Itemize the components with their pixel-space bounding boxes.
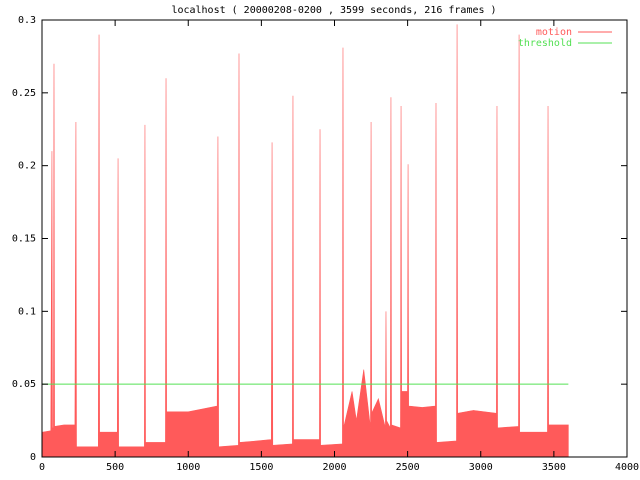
y-tick-label: 0.15	[12, 234, 36, 245]
x-tick-label: 4000	[615, 462, 639, 473]
legend-label: motion	[536, 27, 572, 38]
area	[41, 24, 569, 458]
x-tick-label: 0	[39, 462, 45, 473]
plot-frame	[41, 19, 628, 458]
y-tick-label: 0	[30, 452, 36, 463]
x-tick-label: 2000	[322, 462, 346, 473]
y-tick-label: 0.3	[18, 15, 36, 26]
y-tick-label: 0.2	[18, 161, 36, 172]
y-tick-label: 0.05	[12, 379, 36, 390]
x-tick-label: 3000	[469, 462, 493, 473]
legend-label: threshold	[518, 38, 572, 49]
x-tick-label: 3500	[542, 462, 566, 473]
x-tick-label: 1000	[176, 462, 200, 473]
chart-title: localhost ( 20000208-0200 , 3599 seconds…	[171, 5, 496, 16]
y-tick-label: 0.1	[18, 306, 36, 317]
x-tick-label: 2500	[396, 462, 420, 473]
y-tick-label: 0.25	[12, 88, 36, 99]
x-tick-label: 1500	[249, 462, 273, 473]
x-tick-label: 500	[106, 462, 124, 473]
